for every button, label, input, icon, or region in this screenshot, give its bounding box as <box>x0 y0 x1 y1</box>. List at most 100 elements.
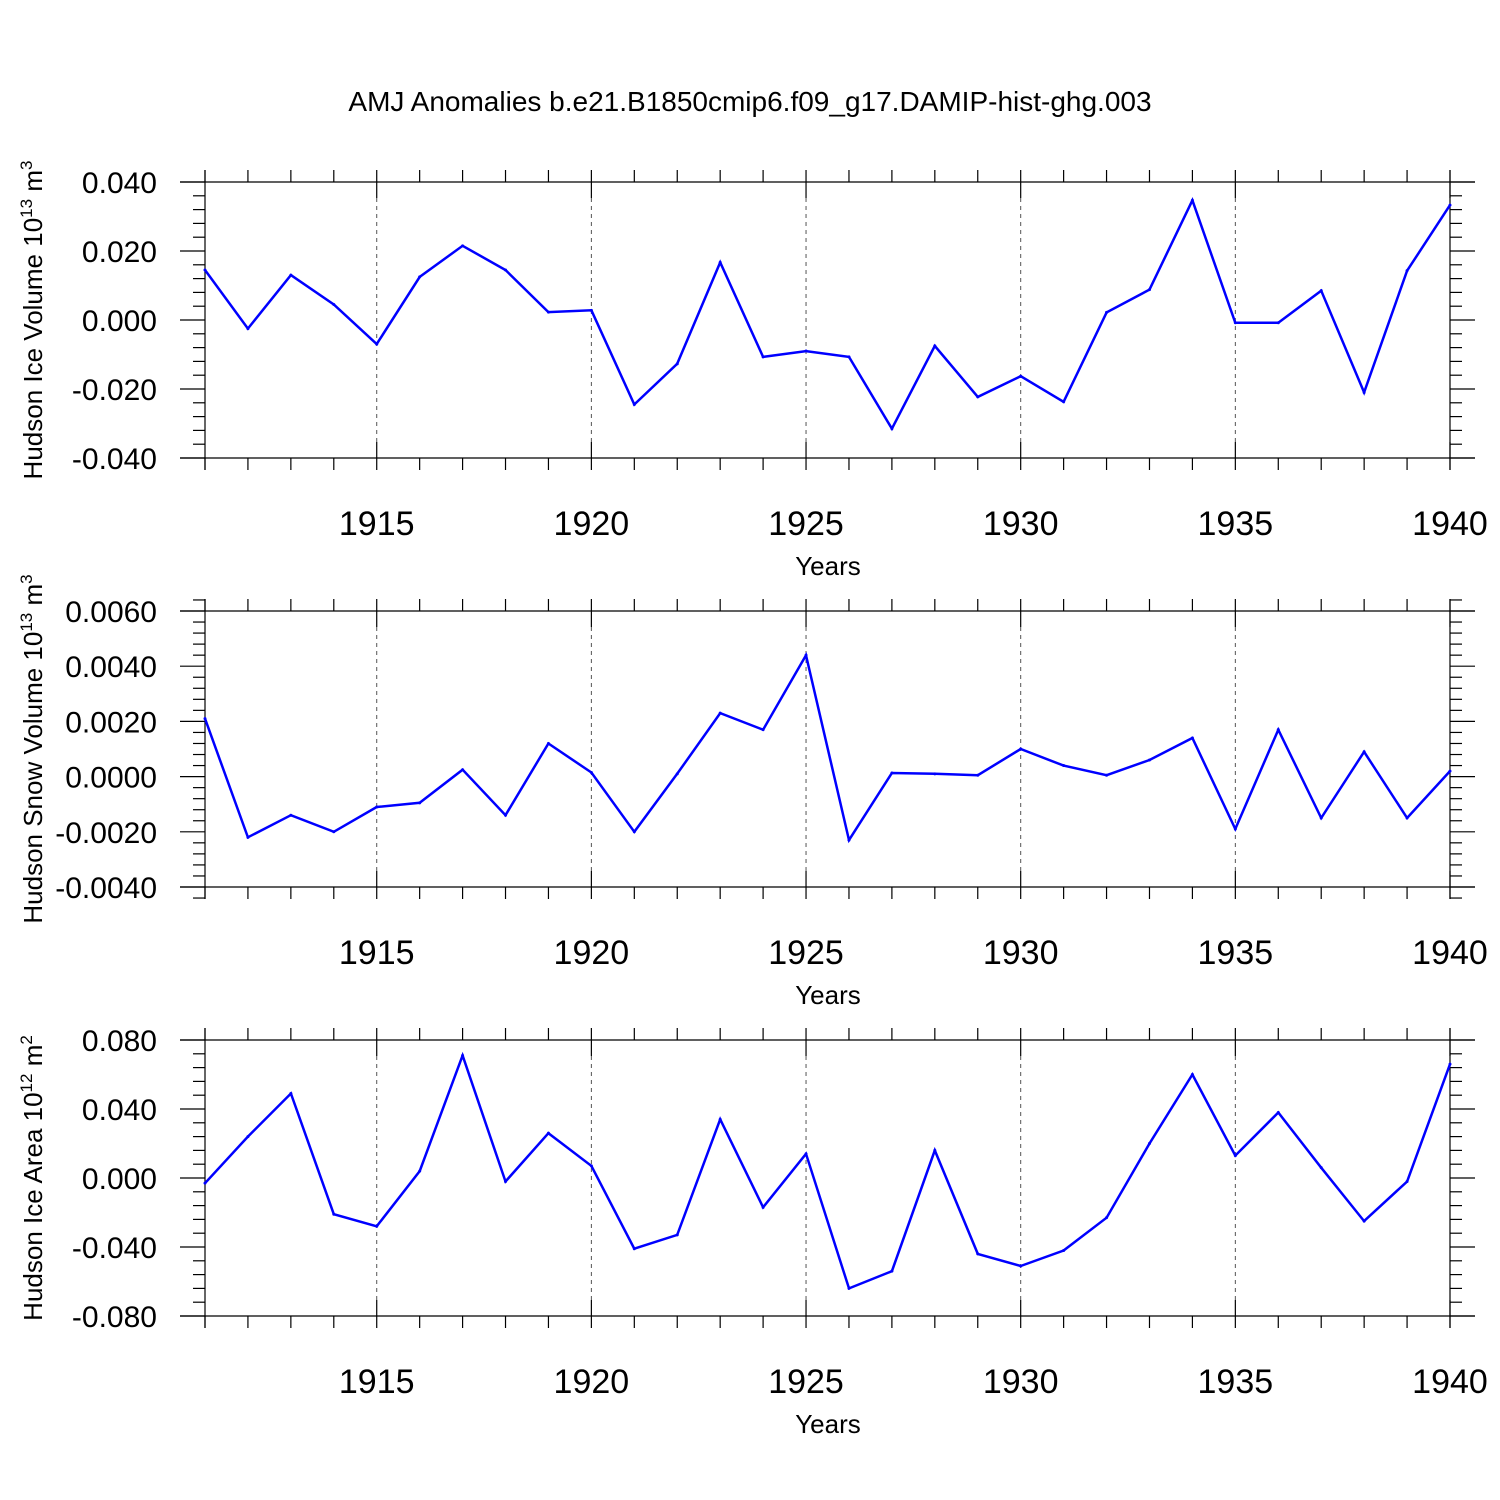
data-point <box>632 403 636 407</box>
data-point <box>804 1152 808 1156</box>
y-tick-label: 0.0060 <box>65 596 157 629</box>
data-point <box>632 830 636 834</box>
data-point <box>890 427 894 431</box>
data-point <box>332 830 336 834</box>
data-point <box>375 1224 379 1228</box>
data-point <box>1276 1110 1280 1114</box>
data-point <box>675 1233 679 1237</box>
data-point <box>546 1131 550 1135</box>
data-point <box>461 244 465 248</box>
x-tick-label: 1925 <box>768 1363 844 1401</box>
data-point <box>1105 310 1109 314</box>
data-point <box>1062 764 1066 768</box>
data-point <box>847 1286 851 1290</box>
data-point <box>246 327 250 331</box>
y-tick-label: 0.080 <box>82 1025 157 1058</box>
x-tick-label: 1920 <box>554 505 630 543</box>
y-tick-label: 0.040 <box>82 1094 157 1127</box>
y-axis-title: Hudson Ice Area 1012 m2 <box>17 1035 48 1321</box>
data-point <box>1019 747 1023 751</box>
data-point <box>1362 750 1366 754</box>
panel-3: -0.080 -0.040 0.000 0.040 0.080 1915 1920 1925 1… <box>17 1025 1488 1439</box>
x-tick-label: 1940 <box>1412 1363 1488 1401</box>
data-point <box>246 835 250 839</box>
data-point <box>933 1148 937 1152</box>
data-point <box>1233 1154 1237 1158</box>
x-tick-label: 1925 <box>768 505 844 543</box>
y-tick-label: -0.020 <box>72 374 157 407</box>
series-line <box>204 1051 1452 1291</box>
data-point <box>1147 758 1151 762</box>
data-point <box>761 1205 765 1209</box>
x-tick-label: 1935 <box>1198 1363 1274 1401</box>
panel-2: -0.0040 -0.0020 0.0000 0.0020 0.0040 0.0060 19… <box>17 574 1488 1010</box>
data-point <box>546 310 550 314</box>
x-tick-label: 1930 <box>983 934 1059 972</box>
data-point <box>289 1091 293 1095</box>
data-point <box>675 362 679 366</box>
data-point <box>418 1169 422 1173</box>
data-point <box>1062 1248 1066 1252</box>
x-axis-title: Years <box>795 1409 861 1439</box>
data-point <box>461 1054 465 1058</box>
data-point <box>718 711 722 715</box>
data-point <box>933 772 937 776</box>
y-tick-label: 0.000 <box>82 1163 157 1196</box>
x-tick-label: 1935 <box>1198 934 1274 972</box>
y-tick-label: 0.0000 <box>65 762 157 795</box>
data-point <box>1319 289 1323 293</box>
data-point <box>1147 1142 1151 1145</box>
y-tick-label: 0.040 <box>82 167 157 200</box>
x-tick-label: 1920 <box>554 934 630 972</box>
x-tick-label: 1935 <box>1198 505 1274 543</box>
x-axis-title: Years <box>795 980 861 1010</box>
data-point <box>976 395 980 399</box>
data-point <box>761 728 765 732</box>
data-point <box>1319 816 1323 820</box>
y-tick-label: 0.000 <box>82 305 157 338</box>
x-tick-label: 1920 <box>554 1363 630 1401</box>
data-point <box>1362 390 1366 394</box>
chart-title: AMJ Anomalies b.e21.B1850cmip6.f09_g17.D… <box>348 86 1151 117</box>
y-tick-label: -0.040 <box>72 1232 157 1265</box>
data-point <box>504 1179 508 1183</box>
data-point <box>375 805 379 809</box>
data-point <box>847 838 851 842</box>
data-point <box>332 302 336 306</box>
x-tick-label: 1940 <box>1412 934 1488 972</box>
data-point <box>718 260 722 264</box>
y-tick-label: -0.080 <box>72 1301 157 1334</box>
data-point <box>933 344 937 348</box>
data-point <box>761 355 765 359</box>
data-point <box>1448 203 1452 207</box>
data-point <box>589 308 593 312</box>
data-point <box>1190 1073 1194 1076</box>
data-point <box>589 1164 593 1168</box>
y-axis-title: Hudson Snow Volume 1013 m3 <box>17 574 48 923</box>
data-point <box>1233 827 1237 831</box>
x-tick-label: 1915 <box>339 934 415 972</box>
x-tick-label: 1930 <box>983 1363 1059 1401</box>
data-point <box>1147 288 1151 292</box>
data-point <box>332 1212 336 1216</box>
y-tick-label: 0.020 <box>82 236 157 269</box>
data-point <box>1319 1166 1323 1170</box>
data-point <box>1105 773 1109 777</box>
data-point <box>504 268 508 272</box>
data-point <box>289 813 293 817</box>
series-line <box>203 651 1451 844</box>
data-point <box>890 771 894 775</box>
data-point <box>632 1247 636 1251</box>
y-tick-label: 0.0040 <box>65 651 157 684</box>
data-point <box>546 741 550 745</box>
data-point <box>1276 728 1280 732</box>
data-point <box>847 355 851 359</box>
data-point <box>203 717 207 721</box>
data-point <box>890 1269 894 1273</box>
data-point <box>1276 321 1280 325</box>
x-tick-label: 1915 <box>339 505 415 543</box>
data-point <box>1019 1264 1023 1268</box>
data-point <box>1233 321 1237 325</box>
